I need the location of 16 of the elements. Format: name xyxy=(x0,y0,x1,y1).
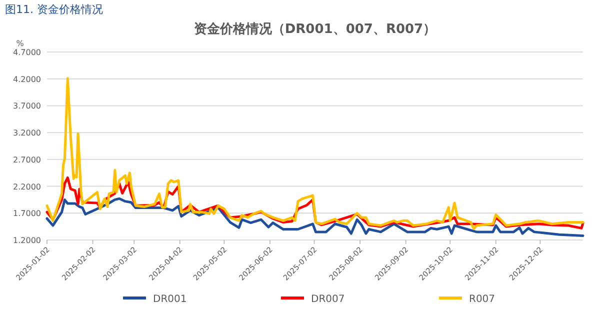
legend-label: DR007 xyxy=(311,294,345,305)
chart-title: 资金价格情况（DR001、007、R007） xyxy=(194,22,436,37)
y-tick-label: 4.7000 xyxy=(13,48,41,57)
y-tick-label: 3.2000 xyxy=(13,128,41,138)
y-tick-label: 1.2000 xyxy=(13,236,41,245)
y-axis-title: % xyxy=(16,39,24,48)
y-tick-label: 1.7000 xyxy=(13,209,41,218)
y-tick-label: 3.7000 xyxy=(13,102,41,111)
line-series xyxy=(46,197,584,237)
y-tick-label: 2.7000 xyxy=(13,155,41,164)
caption: 图11. 资金价格情况 xyxy=(5,3,103,16)
y-tick-label: 2.2000 xyxy=(13,182,41,192)
line-series xyxy=(46,77,584,230)
y-tick-label: 4.2000 xyxy=(13,74,41,84)
legend-label: R007 xyxy=(469,294,496,305)
legend-label: DR001 xyxy=(153,294,187,305)
